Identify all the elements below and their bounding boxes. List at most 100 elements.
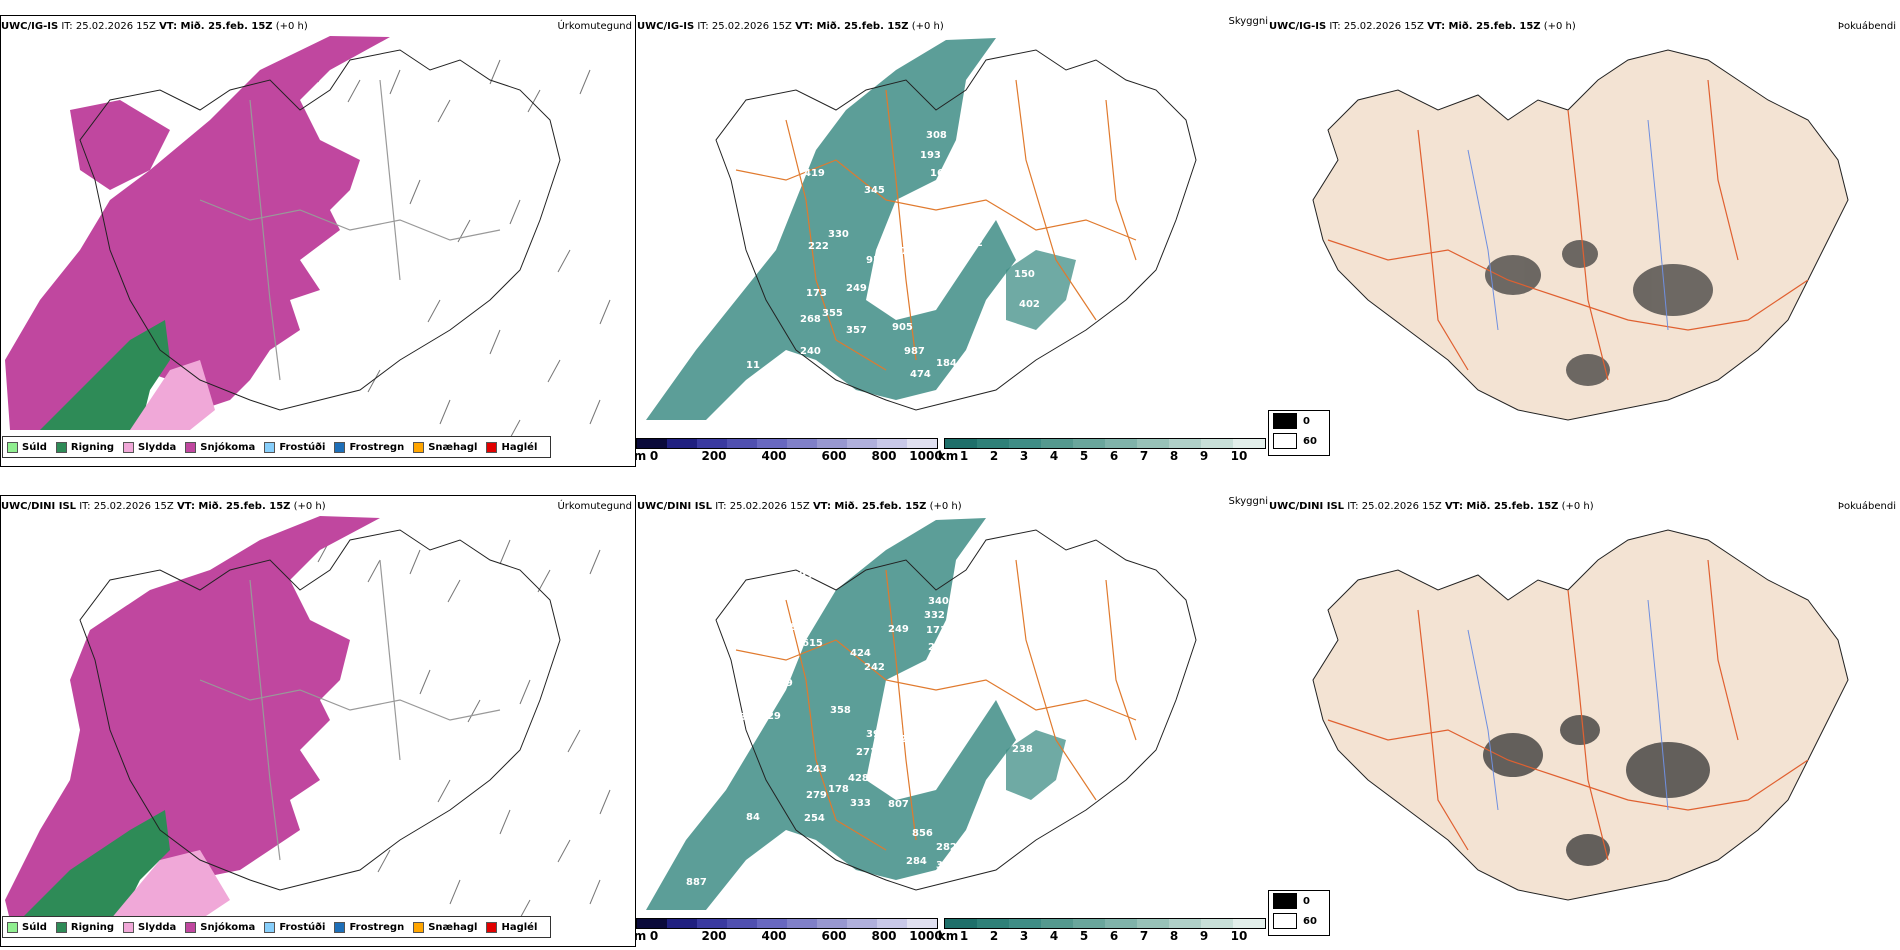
cbar-tick: 9 — [1199, 449, 1209, 463]
cbar-bin — [1073, 919, 1105, 928]
cbar-bin — [1137, 439, 1169, 448]
peak-label: 592 — [772, 198, 793, 209]
sleet-region — [110, 850, 230, 920]
fog-legend: 0 60 — [1268, 890, 1330, 936]
precip-map-frame — [0, 15, 636, 467]
valid-time: VT: Mið. 25.feb. 15Z — [1444, 501, 1559, 512]
init-time: IT: 25.02.2026 15Z — [1329, 21, 1424, 32]
legend-item-rain: Rigning — [55, 921, 114, 933]
peak-label: 145 — [942, 735, 963, 746]
legend-swatch — [486, 441, 498, 453]
fog-swatch — [1273, 413, 1297, 429]
fog-legend-row: 0 — [1269, 411, 1329, 431]
legend-swatch — [185, 441, 197, 453]
peak-label: 881 — [884, 270, 905, 281]
peak-label: 308 — [926, 130, 947, 141]
cbar-tick: 0 — [649, 929, 659, 943]
cbar-bin — [1201, 919, 1233, 928]
rain-region — [20, 810, 170, 920]
peak-label: 268 — [800, 314, 821, 325]
cbar-tick: 1 — [959, 449, 969, 463]
cbar-tick: 4 — [1049, 929, 1059, 943]
legend-item-drizzle: Súld — [7, 441, 47, 453]
cbar-tick: 3 — [1019, 449, 1029, 463]
valid-time: VT: Mið. 25.feb. 15Z — [176, 501, 291, 512]
cbar-bin — [977, 439, 1009, 448]
peak-label: 340 — [928, 596, 949, 607]
model-label: UWC/IG-IS — [1269, 21, 1327, 32]
legend-item-hail: Haglél — [486, 921, 537, 933]
cbar-bin — [1201, 439, 1233, 448]
precip-type-panel-bottom: UWC/DINI ISL IT: 25.02.2026 15Z VT: Mið.… — [0, 480, 636, 950]
ceiling-panel-top: 308 193 165 419 592 345 950 330 222 502 … — [636, 0, 1268, 470]
peak-label: 243 — [928, 642, 949, 653]
cbar-bin — [637, 919, 667, 928]
init-time: IT: 25.02.2026 15Z — [61, 21, 156, 32]
cbar-bin — [667, 919, 697, 928]
legend-swatch — [486, 921, 498, 933]
peak-label: 84 — [746, 812, 760, 823]
cbar-bin — [1137, 919, 1169, 928]
visibility-colorbar-ticks: km 1 2 3 4 5 6 7 8 9 10 — [938, 929, 1264, 945]
peak-label: 178 — [828, 784, 849, 795]
cbar-tick: 1000 — [909, 449, 943, 463]
init-time: IT: 25.02.2026 15Z — [79, 501, 174, 512]
peak-label: 42 — [1116, 269, 1130, 280]
legend-item-freezing-drizzle: Frostúði — [264, 441, 325, 453]
legend-item-snow: Snjókoma — [185, 921, 255, 933]
peak-label: 419 — [804, 168, 825, 179]
roads — [1327, 79, 1809, 381]
precip-type-title: Úrkomutegund — [557, 501, 632, 512]
rain-region — [40, 320, 170, 430]
rivers — [1467, 119, 1669, 331]
ceiling-peak-labels: 495 598 340 258 332 615 249 171 424 242 … — [686, 570, 1033, 888]
peak-label: 959 — [866, 255, 887, 266]
precip-type-legend: Súld Rigning Slydda Snjókoma Frostúði Fr… — [2, 916, 552, 938]
peak-label: 238 — [1012, 744, 1033, 755]
cbar-bin — [757, 439, 787, 448]
cbar-bin — [817, 919, 847, 928]
peak-label: 249 — [846, 283, 867, 294]
legend-swatch — [334, 921, 346, 933]
ceiling-colorbar — [636, 438, 938, 449]
peak-label: 166 — [942, 260, 963, 271]
peak-label: 358 — [830, 705, 851, 716]
cbar-tick: 9 — [1199, 929, 1209, 943]
cbar-tick: 2 — [989, 929, 999, 943]
ceiling-peak-labels: 308 193 165 419 592 345 950 330 222 502 … — [746, 130, 1130, 404]
cbar-bin — [787, 439, 817, 448]
model-label: UWC/DINI ISL — [1269, 501, 1345, 512]
peak-label: 950 — [758, 235, 779, 246]
peak-label: 424 — [850, 648, 871, 659]
cbar-bin — [1233, 919, 1265, 928]
legend-swatch — [7, 921, 18, 933]
lead-time: (+0 h) — [911, 21, 944, 32]
fog-indicator-map — [1312, 529, 1849, 901]
cbar-bin — [1009, 919, 1041, 928]
peak-label: 242 — [864, 662, 885, 673]
peak-label: 987 — [904, 346, 925, 357]
peak-label: 258 — [776, 622, 797, 633]
cbar-bin — [1233, 439, 1265, 448]
ceiling-colorbar-ticks: m 0 200 400 600 800 1000 — [636, 929, 946, 945]
peak-label: 254 — [804, 813, 825, 824]
iceland-coastline — [715, 529, 1197, 891]
fog-legend-row: 60 — [1269, 431, 1329, 451]
precip-type-panel-top: UWC/IG-IS IT: 25.02.2026 15Z VT: Mið. 25… — [0, 0, 636, 470]
peak-label: 282 — [936, 842, 957, 853]
roads — [1327, 559, 1809, 861]
iceland-coastline — [79, 49, 561, 411]
lead-time: (+0 h) — [1543, 21, 1576, 32]
legend-swatch — [413, 441, 425, 453]
precip-type-legend: Súld Rigning Slydda Snjókoma Frostúði Fr… — [2, 436, 552, 458]
cbar-tick: 3 — [1019, 929, 1029, 943]
precip-type-title: Úrkomutegund — [557, 21, 632, 32]
legend-swatch — [413, 921, 425, 933]
peak-label: 502 — [962, 238, 983, 249]
cbar-tick: 200 — [701, 929, 727, 943]
cbar-bin — [907, 439, 937, 448]
peak-label: 428 — [848, 773, 869, 784]
road-network — [735, 79, 1137, 371]
peak-label: 587 — [732, 712, 753, 723]
cbar-tick: 1 — [959, 929, 969, 943]
